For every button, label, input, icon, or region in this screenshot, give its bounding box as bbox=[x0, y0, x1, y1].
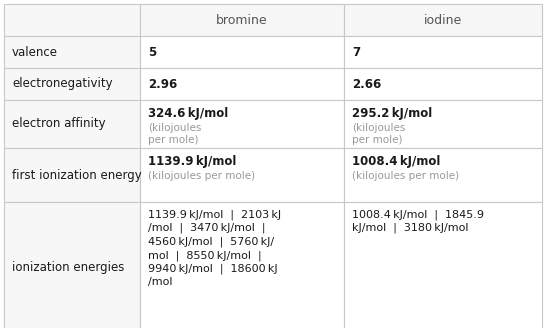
Bar bbox=[4, 68, 140, 100]
Text: 2.96: 2.96 bbox=[148, 77, 177, 91]
Text: electronegativity: electronegativity bbox=[12, 77, 112, 91]
Text: 1139.9 kJ/mol  |  2103 kJ
/mol  |  3470 kJ/mol  |
4560 kJ/mol  |  5760 kJ/
mol  : 1139.9 kJ/mol | 2103 kJ /mol | 3470 kJ/m… bbox=[148, 209, 281, 288]
Text: 1008.4 kJ/mol  |  1845.9
kJ/mol  |  3180 kJ/mol: 1008.4 kJ/mol | 1845.9 kJ/mol | 3180 kJ/… bbox=[352, 209, 484, 233]
Text: 1139.9 kJ/mol: 1139.9 kJ/mol bbox=[148, 155, 236, 168]
Bar bbox=[4, 148, 140, 202]
Text: (kilojoules
per mole): (kilojoules per mole) bbox=[352, 123, 405, 145]
Bar bbox=[344, 4, 542, 36]
Bar bbox=[140, 202, 344, 328]
Bar bbox=[4, 4, 140, 36]
Bar bbox=[344, 68, 542, 100]
Text: (kilojoules per mole): (kilojoules per mole) bbox=[352, 171, 459, 181]
Text: (kilojoules per mole): (kilojoules per mole) bbox=[148, 171, 255, 181]
Bar bbox=[140, 68, 344, 100]
Bar bbox=[140, 4, 344, 36]
Bar bbox=[344, 202, 542, 328]
Bar bbox=[344, 36, 542, 68]
Text: 295.2 kJ/mol: 295.2 kJ/mol bbox=[352, 107, 432, 120]
Text: 5: 5 bbox=[148, 46, 156, 58]
Text: first ionization energy: first ionization energy bbox=[12, 169, 142, 181]
Text: 7: 7 bbox=[352, 46, 360, 58]
Bar bbox=[4, 36, 140, 68]
Text: valence: valence bbox=[12, 46, 58, 58]
Bar bbox=[4, 202, 140, 328]
Bar bbox=[140, 100, 344, 148]
Text: 2.66: 2.66 bbox=[352, 77, 381, 91]
Text: bromine: bromine bbox=[216, 13, 268, 27]
Text: (kilojoules
per mole): (kilojoules per mole) bbox=[148, 123, 201, 145]
Bar bbox=[140, 36, 344, 68]
Bar bbox=[140, 148, 344, 202]
Text: 324.6 kJ/mol: 324.6 kJ/mol bbox=[148, 107, 228, 120]
Text: 1008.4 kJ/mol: 1008.4 kJ/mol bbox=[352, 155, 441, 168]
Text: iodine: iodine bbox=[424, 13, 462, 27]
Bar bbox=[344, 100, 542, 148]
Bar bbox=[344, 148, 542, 202]
Text: electron affinity: electron affinity bbox=[12, 117, 105, 131]
Text: ionization energies: ionization energies bbox=[12, 260, 124, 274]
Bar bbox=[4, 100, 140, 148]
